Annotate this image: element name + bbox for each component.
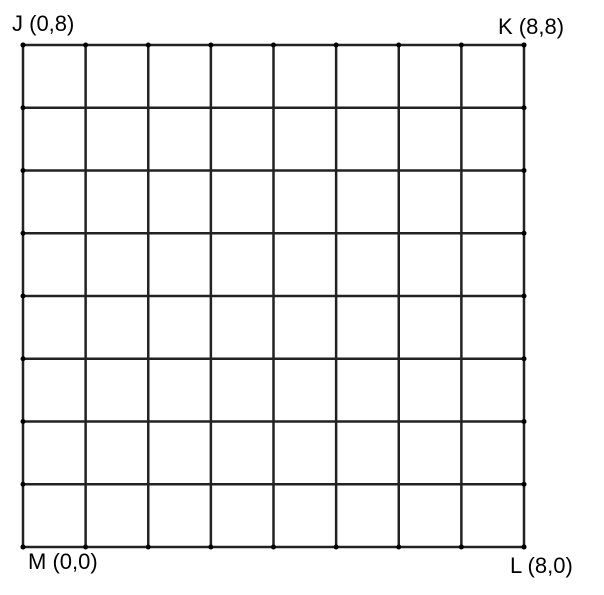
grid-dot	[458, 544, 464, 550]
grid-dot	[333, 42, 339, 48]
grid-dot	[145, 544, 151, 550]
grid-dot	[20, 544, 26, 550]
grid-dot	[20, 481, 26, 487]
grid	[21, 43, 526, 549]
grid-dot	[458, 42, 464, 48]
grid-dot	[521, 230, 527, 236]
grid-dot	[20, 168, 26, 173]
point-label: L (8,0)	[510, 553, 573, 578]
grid-dot	[333, 544, 339, 550]
grid-dot	[271, 42, 276, 48]
grid-dot	[20, 105, 26, 111]
grid-dot	[521, 419, 527, 424]
grid-dot	[271, 544, 276, 550]
grid-dot	[521, 293, 527, 299]
grid-dot	[20, 419, 26, 424]
grid-dot	[521, 481, 527, 487]
grid-dot	[521, 356, 527, 362]
grid-dot	[396, 42, 402, 48]
grid-dot	[521, 168, 527, 173]
grid-dot	[208, 42, 214, 48]
grid-dot	[83, 42, 89, 48]
grid-dot	[208, 544, 214, 550]
point-label: J (0,8)	[12, 11, 74, 36]
grid-dot	[20, 356, 26, 362]
grid-dot	[20, 42, 26, 48]
grid-dot	[521, 544, 527, 550]
grid-dot	[83, 544, 89, 550]
point-label: K (8,8)	[498, 14, 564, 39]
grid-dot	[521, 42, 527, 48]
grid-dot	[521, 105, 527, 111]
point-label: M (0,0)	[28, 549, 98, 574]
grid-dot	[20, 293, 26, 299]
grid-dots	[20, 42, 527, 550]
grid-dot	[145, 42, 151, 48]
grid-dot	[20, 230, 26, 236]
grid-dot	[396, 544, 402, 550]
